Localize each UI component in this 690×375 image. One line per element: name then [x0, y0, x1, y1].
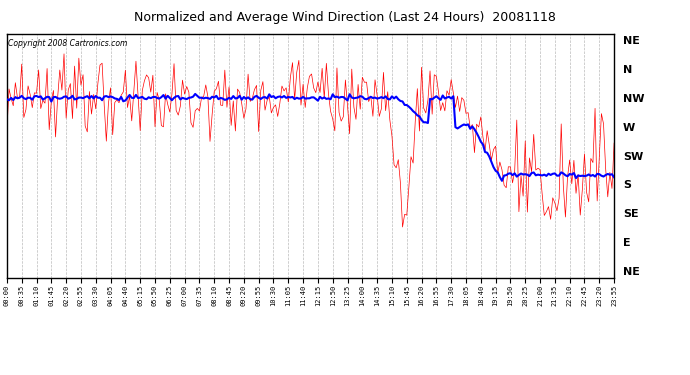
Text: Copyright 2008 Cartronics.com: Copyright 2008 Cartronics.com: [8, 39, 128, 48]
Text: Normalized and Average Wind Direction (Last 24 Hours)  20081118: Normalized and Average Wind Direction (L…: [134, 11, 556, 24]
